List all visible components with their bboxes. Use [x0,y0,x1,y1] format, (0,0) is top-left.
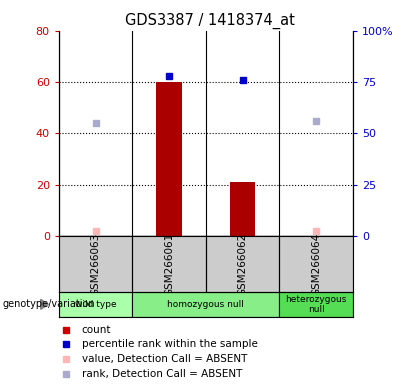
Text: homozygous null: homozygous null [167,300,244,309]
Text: GSM266064: GSM266064 [311,232,321,296]
Polygon shape [41,300,48,310]
Text: GDS3387 / 1418374_at: GDS3387 / 1418374_at [125,13,295,29]
Text: wild type: wild type [75,300,116,309]
Text: GSM266063: GSM266063 [91,232,100,296]
Text: GSM266062: GSM266062 [238,232,247,296]
Text: value, Detection Call = ABSENT: value, Detection Call = ABSENT [82,354,247,364]
Bar [230,182,255,236]
Bar [156,82,182,236]
Bar [279,292,353,317]
Bar [59,292,132,317]
Text: heterozygous
null: heterozygous null [285,295,347,314]
Text: percentile rank within the sample: percentile rank within the sample [82,339,257,349]
Text: GSM266061: GSM266061 [164,232,174,296]
Text: genotype/variation: genotype/variation [2,299,95,310]
Text: count: count [82,324,111,334]
Bar [132,292,279,317]
Text: rank, Detection Call = ABSENT: rank, Detection Call = ABSENT [82,369,242,379]
